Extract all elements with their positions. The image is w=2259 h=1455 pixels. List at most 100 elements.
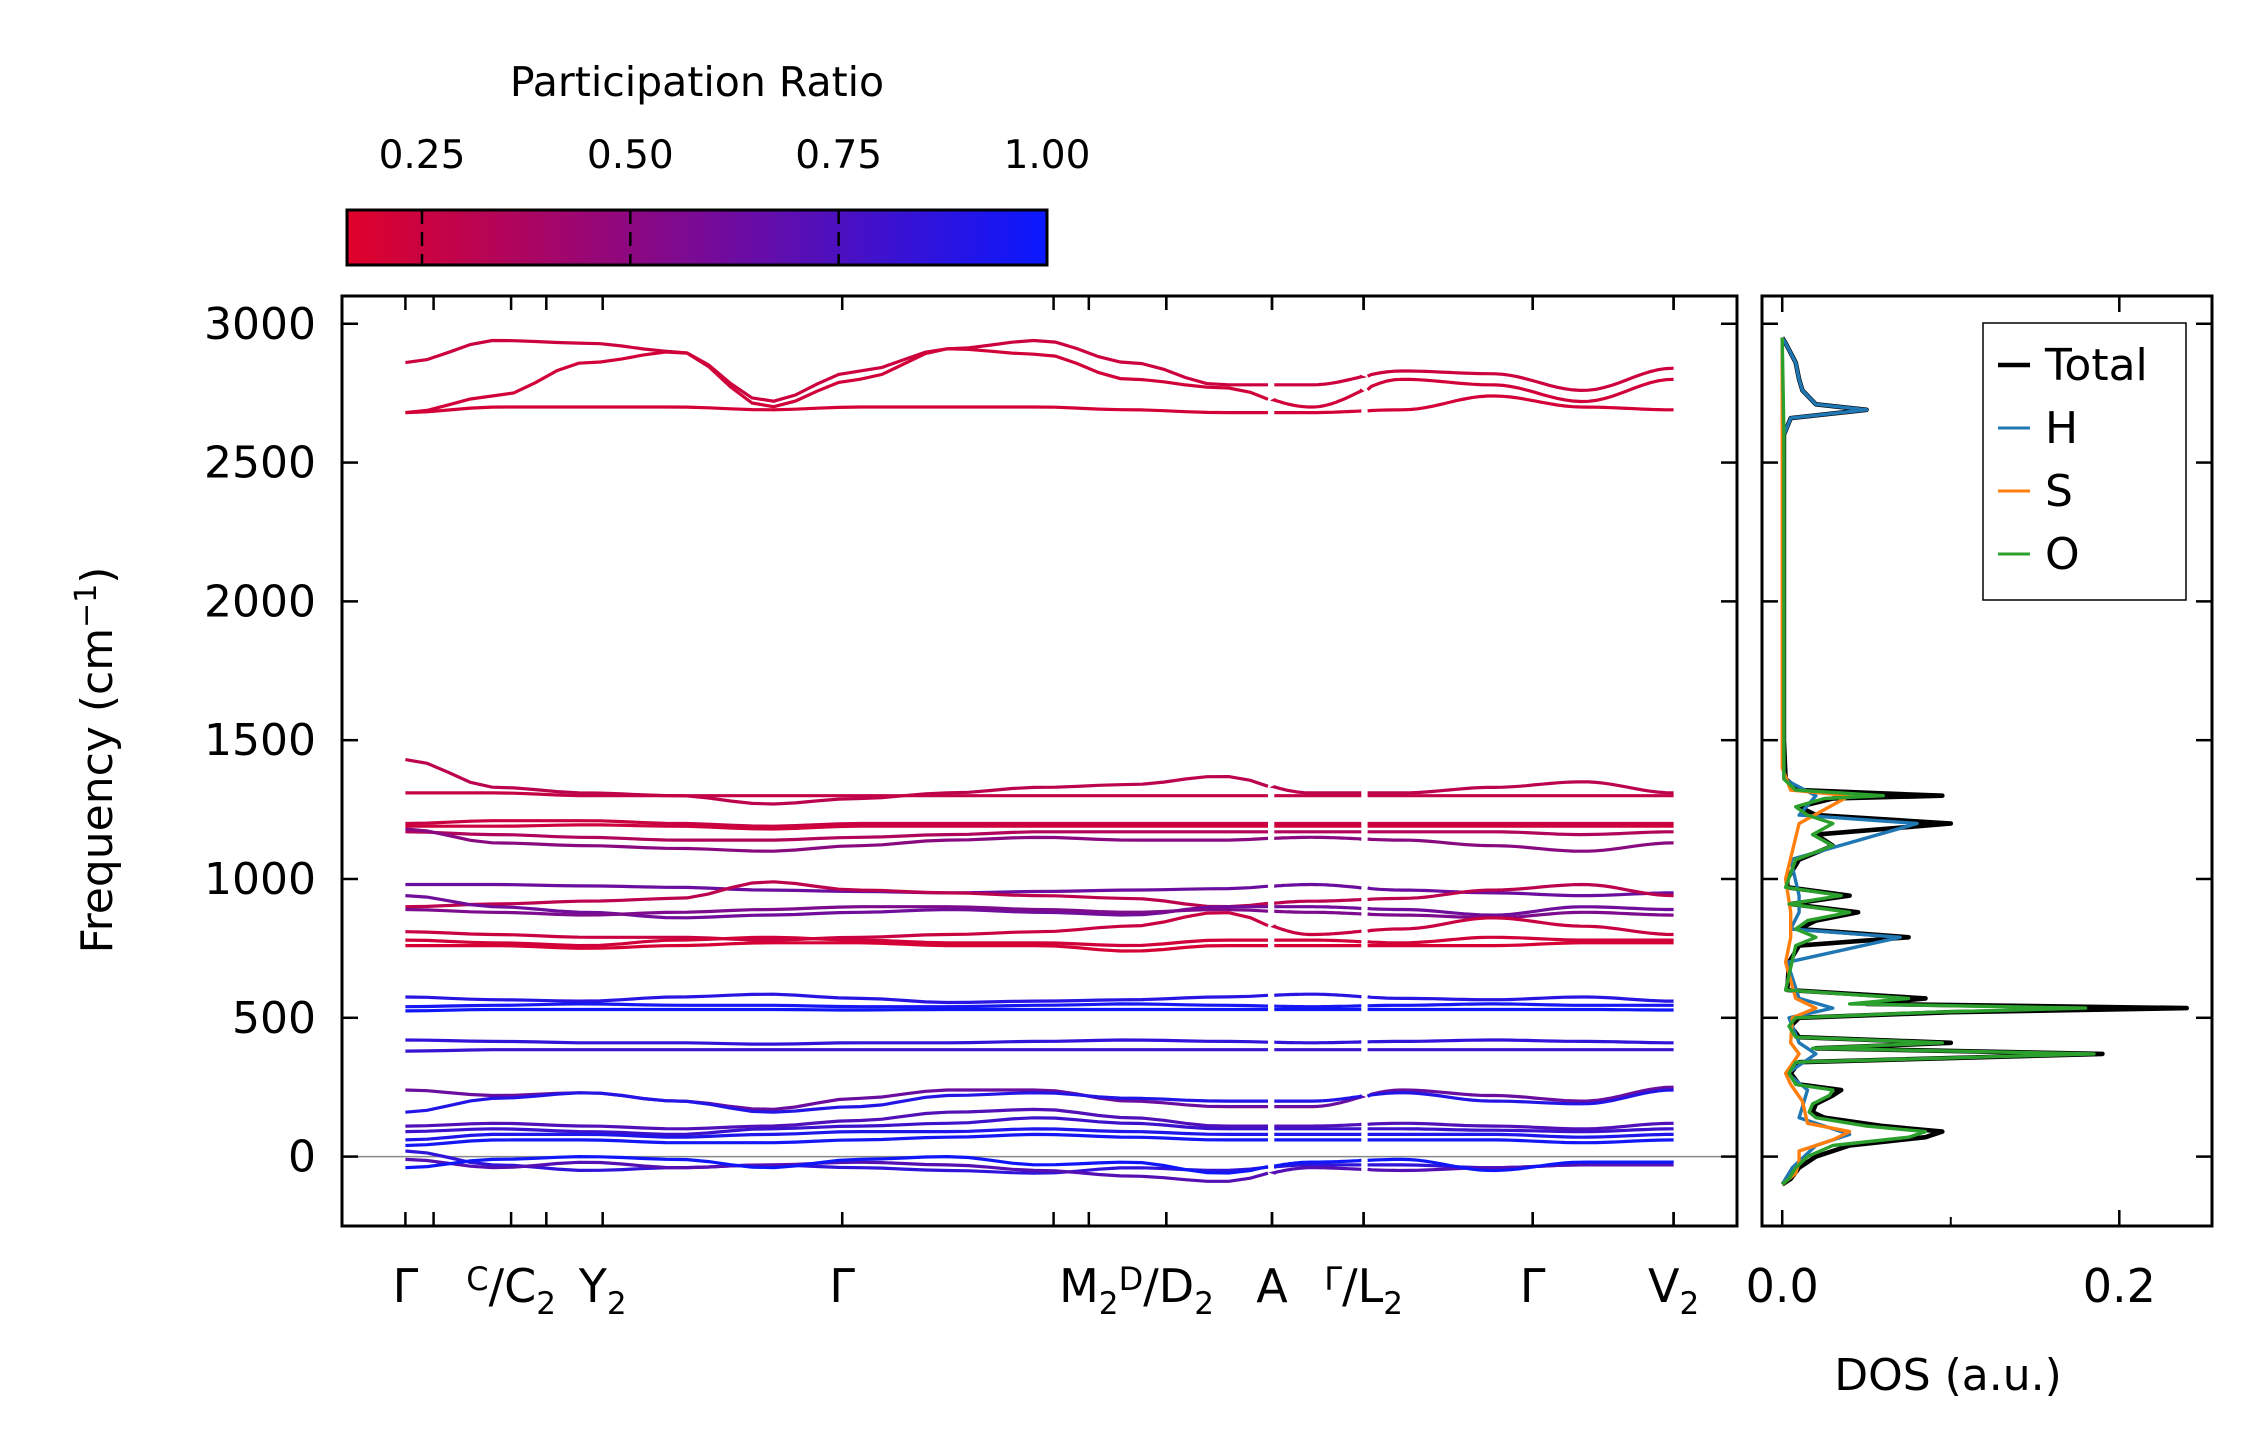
kpoint-label: C/C2 (466, 1259, 556, 1322)
band-branch (405, 882, 1269, 895)
dos-x-tick-label: 0.0 (1746, 1259, 1819, 1313)
band-branch (1366, 377, 1674, 404)
band-branch (1274, 409, 1362, 415)
band-branch (1367, 995, 1674, 1003)
colorbar-tick-label: 0.75 (795, 133, 882, 178)
band-branch (405, 1038, 1269, 1046)
y-tick-label: 500 (232, 993, 316, 1044)
band-branch (405, 1154, 1269, 1175)
band-branch (1367, 905, 1674, 917)
band-branch (1367, 1132, 1674, 1139)
band-branch (1274, 1094, 1362, 1103)
colorbar-tick-label: 1.00 (1004, 133, 1091, 178)
dos-x-tick-label: 0.2 (2083, 1259, 2156, 1313)
band-branch (405, 1048, 1268, 1053)
band-x-axis (404, 296, 1675, 1226)
band-branch (1274, 938, 1362, 944)
kpoint-label: Y2 (578, 1259, 627, 1322)
band-branch (1274, 835, 1362, 841)
band-branch (405, 405, 1268, 415)
band-branch (405, 1127, 1268, 1142)
band-branch (405, 911, 1269, 942)
band-branch (1274, 882, 1362, 890)
legend-entry: Total (2044, 340, 2148, 391)
band-branch (405, 992, 1269, 1005)
colorbar-ticks (420, 210, 840, 265)
dos-panel-frame (1760, 294, 2214, 1228)
dos-line-o (1780, 337, 2096, 1186)
band-branch (1367, 910, 1674, 920)
band-branch (405, 830, 1268, 842)
band-branch (405, 905, 1269, 917)
band-branch (1367, 830, 1674, 837)
band-branch (1367, 1138, 1674, 1145)
band-branch (405, 1149, 1269, 1175)
kpoint-label: Γ (393, 1259, 419, 1313)
y-tick-label: 1000 (204, 854, 316, 905)
band-branch (1367, 1002, 1674, 1008)
band-branch (405, 823, 1268, 831)
band-branch (1274, 1094, 1367, 1109)
kpoint-label: A (1256, 1259, 1288, 1313)
band-branch (1274, 374, 1368, 387)
band-branch (405, 819, 1268, 828)
dos-line-s (1780, 337, 1852, 1186)
band-branch (1367, 1157, 1674, 1173)
band-branch (1367, 394, 1674, 413)
dos-lines (1780, 336, 2189, 1187)
band-branch (405, 1132, 1268, 1148)
y-axis-label: Frequency (cm−1) (69, 567, 123, 954)
x-axis-label: DOS (a.u.) (1834, 1350, 2062, 1401)
band-lines (342, 338, 1737, 1183)
band-branch (1366, 1085, 1674, 1103)
band-branch (405, 1116, 1268, 1136)
colorbar-tick-label: 0.25 (379, 133, 466, 178)
legend-entry: O (2045, 529, 2080, 580)
kpoint-label: D/D2 (1119, 1259, 1214, 1322)
band-branch (1274, 1004, 1362, 1009)
colorbar-tick-label: 0.50 (587, 133, 674, 178)
band-branch (1367, 886, 1674, 898)
kpoint-label: Γ (1520, 1259, 1546, 1313)
band-branch (1367, 1163, 1674, 1173)
band-branch (405, 880, 1269, 909)
dos-x-axis: 0.0 0.2 (1746, 296, 2156, 1313)
band-branch (1367, 941, 1674, 948)
band-branch (1367, 1127, 1674, 1134)
band-branch (1274, 1040, 1362, 1045)
colorbar-label: Participation Ratio (510, 58, 884, 106)
band-branch (405, 935, 1268, 948)
kpoint-label: V2 (1648, 1259, 1699, 1322)
dos-y-ticks (1762, 322, 2212, 1158)
band-y-axis: 0 500 1000 1500 2000 2500 3000 (204, 299, 1737, 1183)
band-branch (405, 1107, 1268, 1131)
band-branch (1270, 924, 1362, 937)
band-branch (1274, 1163, 1362, 1169)
band-branch (1367, 837, 1674, 853)
band-branch (405, 338, 1268, 403)
y-tick-label: 3000 (204, 299, 316, 350)
band-branch (1367, 1121, 1674, 1131)
band-branch (1268, 1166, 1362, 1175)
y-tick-label: 0 (288, 1132, 316, 1183)
band-branch (1367, 1007, 1674, 1012)
band-branch (1367, 1038, 1674, 1045)
band-branch (405, 1002, 1269, 1009)
band-branch (405, 827, 1269, 853)
legend-entry: H (2045, 403, 2078, 454)
kpoint-label: Γ/L2 (1324, 1259, 1403, 1322)
band-branch (1274, 992, 1362, 999)
y-tick-label: 1500 (204, 715, 316, 766)
band-branch (1367, 916, 1674, 937)
band-panel-frame (340, 294, 1739, 1228)
band-branch (1274, 909, 1362, 916)
band-branch (1274, 1122, 1362, 1128)
y-tick-label: 2500 (204, 438, 316, 489)
dos-line-h (1780, 336, 1919, 1186)
legend-entry: S (2045, 466, 2073, 517)
band-branch (405, 758, 1269, 806)
kpoint-label: M2 (1059, 1259, 1118, 1322)
band-branch (1274, 897, 1362, 905)
band-branch (405, 791, 1268, 798)
